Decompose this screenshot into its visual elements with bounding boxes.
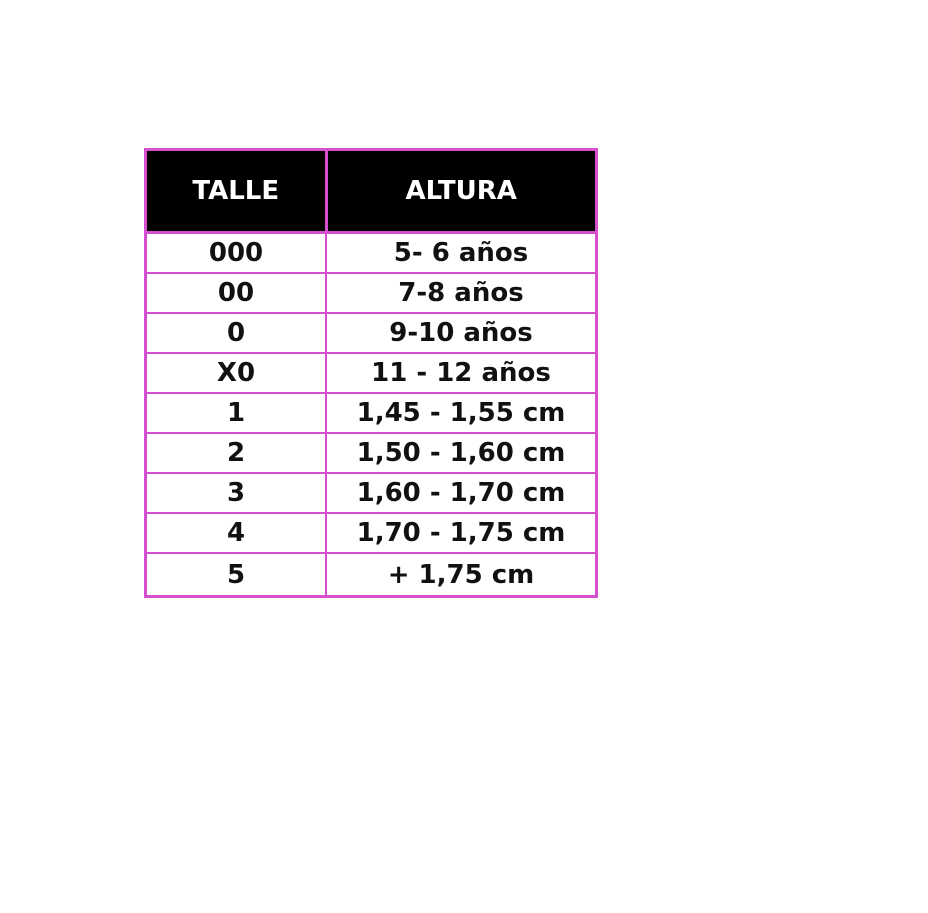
table-row: 0 9-10 años: [144, 312, 598, 354]
table-row: 3 1,60 - 1,70 cm: [144, 472, 598, 514]
cell-talle: 3: [144, 472, 327, 514]
cell-altura: 1,70 - 1,75 cm: [325, 512, 598, 554]
cell-altura: 11 - 12 años: [325, 352, 598, 394]
table-row: 2 1,50 - 1,60 cm: [144, 432, 598, 474]
table-row: 000 5- 6 años: [144, 231, 598, 274]
header-row: TALLE ALTURA: [144, 148, 598, 234]
cell-altura: 7-8 años: [325, 272, 598, 314]
cell-talle: 0: [144, 312, 327, 354]
table-row: 5 + 1,75 cm: [144, 552, 598, 598]
size-table: TALLE ALTURA 000 5- 6 años 00 7-8 años 0 9-10…: [144, 148, 598, 598]
cell-talle: X0: [144, 352, 327, 394]
cell-altura: + 1,75 cm: [325, 552, 598, 598]
header-talle: TALLE: [144, 148, 328, 234]
cell-altura: 1,60 - 1,70 cm: [325, 472, 598, 514]
cell-altura: 1,45 - 1,55 cm: [325, 392, 598, 434]
table-row: 1 1,45 - 1,55 cm: [144, 392, 598, 434]
table-row: 00 7-8 años: [144, 272, 598, 314]
cell-talle: 00: [144, 272, 327, 314]
cell-altura: 9-10 años: [325, 312, 598, 354]
cell-talle: 1: [144, 392, 327, 434]
cell-altura: 5- 6 años: [325, 231, 598, 274]
cell-talle: 000: [144, 231, 327, 274]
cell-talle: 5: [144, 552, 327, 598]
header-altura: ALTURA: [324, 148, 598, 234]
cell-altura: 1,50 - 1,60 cm: [325, 432, 598, 474]
cell-talle: 4: [144, 512, 327, 554]
cell-talle: 2: [144, 432, 327, 474]
table-row: X0 11 - 12 años: [144, 352, 598, 394]
table-row: 4 1,70 - 1,75 cm: [144, 512, 598, 554]
